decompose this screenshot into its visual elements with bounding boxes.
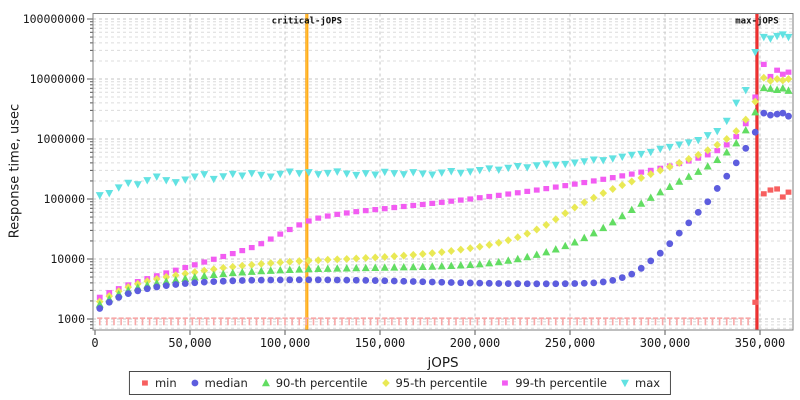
y-axis: 1000 10000 100000 1000000 10000000 100000000 bbox=[23, 12, 93, 329]
legend-item-label: max bbox=[634, 376, 661, 390]
x-axis-title: jOPS bbox=[427, 355, 459, 371]
x-tick-label: 300,000 bbox=[640, 336, 691, 350]
y-tick-label: 100000 bbox=[43, 192, 85, 206]
chart-legend: min median 90-th percentile 95-th percentil… bbox=[128, 371, 672, 395]
y-tick-label: 100000000 bbox=[23, 12, 85, 26]
y-tick-label: 10000 bbox=[50, 252, 85, 266]
x-tick-label: 350,000 bbox=[735, 336, 786, 350]
y-tick-label: 1000000 bbox=[37, 132, 86, 146]
series-p90 bbox=[95, 83, 793, 308]
x-axis: 0 50,000 100,000 150,000 200,000 250,000 300,0… bbox=[91, 330, 785, 350]
95-th-percentile-marker-icon bbox=[381, 379, 390, 387]
legend-item-max: max bbox=[620, 376, 660, 390]
plot-border bbox=[92, 13, 794, 331]
x-tick-label: 150,000 bbox=[355, 336, 406, 350]
legend-item-label: 90-th percentile bbox=[275, 376, 368, 390]
critical-jops-label: critical-jOPS bbox=[272, 16, 342, 27]
x-tick-label: 200,000 bbox=[450, 336, 501, 350]
x-tick-label: 100,000 bbox=[260, 336, 311, 350]
legend-item-label: min bbox=[154, 376, 177, 390]
legend-item-95-th-percentile: 95-th percentile bbox=[380, 376, 487, 390]
y-tick-label: 10000000 bbox=[30, 72, 85, 86]
series-median bbox=[96, 109, 792, 312]
legend-item-label: 99-th percentile bbox=[515, 376, 607, 390]
x-tick-label: 0 bbox=[91, 336, 98, 350]
legend-item-label: 95-th percentile bbox=[395, 376, 488, 390]
y-tick-label: 1000 bbox=[57, 312, 85, 326]
99-th-percentile-marker-icon bbox=[502, 380, 509, 386]
series-min bbox=[97, 186, 792, 326]
legend-item-min: min bbox=[140, 376, 177, 390]
series-p95 bbox=[95, 73, 793, 306]
major-gridlines bbox=[93, 13, 793, 330]
90-th-percentile-marker-icon bbox=[261, 378, 270, 387]
series-max bbox=[95, 31, 793, 200]
x-tick-label: 250,000 bbox=[545, 336, 596, 350]
legend-item-99-th-percentile: 99-th percentile bbox=[500, 376, 607, 390]
x-tick-label: 50,000 bbox=[168, 336, 211, 350]
minor-gridlines bbox=[93, 21, 793, 329]
median-marker-icon bbox=[191, 379, 199, 387]
legend-item-median: median bbox=[190, 376, 248, 390]
legend-item-90-th-percentile: 90-th percentile bbox=[261, 376, 368, 390]
max-jops-label: max-jOPS bbox=[735, 16, 778, 27]
y-axis-title: Response time, usec bbox=[7, 103, 23, 239]
max-marker-icon bbox=[620, 379, 629, 388]
min-marker-icon bbox=[142, 380, 148, 386]
legend-item-label: median bbox=[204, 376, 248, 390]
